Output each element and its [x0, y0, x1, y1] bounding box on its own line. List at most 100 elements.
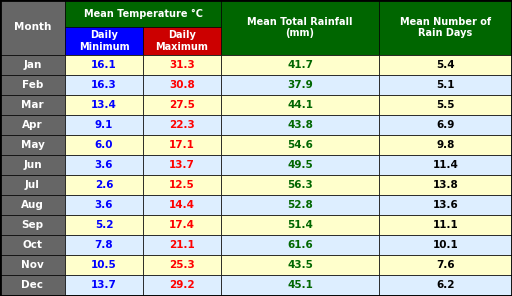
Text: 41.7: 41.7	[287, 60, 313, 70]
Bar	[0, 0, 65, 55]
Bar	[0, 195, 65, 215]
Text: Jan: Jan	[24, 60, 41, 70]
Bar	[143, 27, 221, 55]
Bar	[221, 55, 379, 75]
Text: 5.2: 5.2	[95, 220, 113, 230]
Text: 7.6: 7.6	[436, 260, 455, 270]
Bar	[221, 95, 379, 115]
Bar	[379, 235, 512, 255]
Text: 21.1: 21.1	[169, 240, 195, 250]
Bar	[65, 75, 143, 95]
Text: Aug: Aug	[21, 200, 44, 210]
Text: Feb: Feb	[22, 80, 43, 90]
Bar	[0, 175, 65, 195]
Bar	[143, 215, 221, 235]
Text: 13.4: 13.4	[91, 100, 117, 110]
Text: 54.6: 54.6	[287, 140, 313, 150]
Bar	[221, 235, 379, 255]
Bar	[0, 235, 65, 255]
Bar	[0, 55, 65, 75]
Text: 44.1: 44.1	[287, 100, 313, 110]
Bar	[65, 115, 143, 135]
Text: 43.5: 43.5	[287, 260, 313, 270]
Bar	[379, 275, 512, 295]
Bar	[221, 215, 379, 235]
Bar	[0, 155, 65, 175]
Text: Dec: Dec	[22, 280, 44, 290]
Text: 13.8: 13.8	[433, 180, 458, 190]
Text: 56.3: 56.3	[287, 180, 313, 190]
Text: 12.5: 12.5	[169, 180, 195, 190]
Text: 3.6: 3.6	[95, 160, 113, 170]
Text: 11.4: 11.4	[433, 160, 458, 170]
Text: 27.5: 27.5	[169, 100, 195, 110]
Text: 3.6: 3.6	[95, 200, 113, 210]
Text: 25.3: 25.3	[169, 260, 195, 270]
Text: 14.4: 14.4	[169, 200, 195, 210]
Text: 22.3: 22.3	[169, 120, 195, 130]
Bar	[221, 195, 379, 215]
Bar	[379, 135, 512, 155]
Text: 10.5: 10.5	[91, 260, 117, 270]
Text: Nov: Nov	[21, 260, 44, 270]
Bar	[379, 255, 512, 275]
Text: 45.1: 45.1	[287, 280, 313, 290]
Bar	[379, 55, 512, 75]
Bar	[65, 195, 143, 215]
Text: 31.3: 31.3	[169, 60, 195, 70]
Text: Jun: Jun	[23, 160, 42, 170]
Text: 43.8: 43.8	[287, 120, 313, 130]
Text: 61.6: 61.6	[287, 240, 313, 250]
Bar	[379, 155, 512, 175]
Bar	[65, 95, 143, 115]
Bar	[221, 175, 379, 195]
Text: May: May	[20, 140, 45, 150]
Text: Month: Month	[14, 22, 51, 33]
Text: 17.1: 17.1	[169, 140, 195, 150]
Bar	[143, 275, 221, 295]
Bar	[143, 255, 221, 275]
Bar	[379, 195, 512, 215]
Bar	[143, 75, 221, 95]
Text: 30.8: 30.8	[169, 80, 195, 90]
Bar	[379, 95, 512, 115]
Bar	[221, 75, 379, 95]
Bar	[379, 215, 512, 235]
Text: 5.4: 5.4	[436, 60, 455, 70]
Text: 7.8: 7.8	[95, 240, 113, 250]
Bar	[65, 235, 143, 255]
Text: 17.4: 17.4	[169, 220, 195, 230]
Bar	[65, 0, 221, 27]
Text: Mar: Mar	[21, 100, 44, 110]
Text: 13.6: 13.6	[433, 200, 458, 210]
Bar	[143, 115, 221, 135]
Text: 10.1: 10.1	[433, 240, 458, 250]
Bar	[221, 115, 379, 135]
Bar	[65, 215, 143, 235]
Text: Daily
Maximum: Daily Maximum	[156, 30, 208, 52]
Text: 52.8: 52.8	[287, 200, 313, 210]
Text: 9.1: 9.1	[95, 120, 113, 130]
Text: 37.9: 37.9	[287, 80, 313, 90]
Text: 11.1: 11.1	[433, 220, 458, 230]
Bar	[143, 195, 221, 215]
Bar	[221, 135, 379, 155]
Bar	[143, 175, 221, 195]
Text: 13.7: 13.7	[169, 160, 195, 170]
Text: 16.1: 16.1	[91, 60, 117, 70]
Bar	[379, 0, 512, 55]
Bar	[65, 175, 143, 195]
Text: Mean Total Rainfall
(mm): Mean Total Rainfall (mm)	[247, 17, 353, 38]
Text: Oct: Oct	[23, 240, 42, 250]
Text: 49.5: 49.5	[287, 160, 313, 170]
Text: 51.4: 51.4	[287, 220, 313, 230]
Text: 5.5: 5.5	[436, 100, 455, 110]
Bar	[65, 135, 143, 155]
Bar	[143, 55, 221, 75]
Text: Mean Temperature °C: Mean Temperature °C	[83, 9, 203, 19]
Text: 13.7: 13.7	[91, 280, 117, 290]
Text: 9.8: 9.8	[436, 140, 455, 150]
Text: 6.2: 6.2	[436, 280, 455, 290]
Bar	[0, 275, 65, 295]
Bar	[143, 95, 221, 115]
